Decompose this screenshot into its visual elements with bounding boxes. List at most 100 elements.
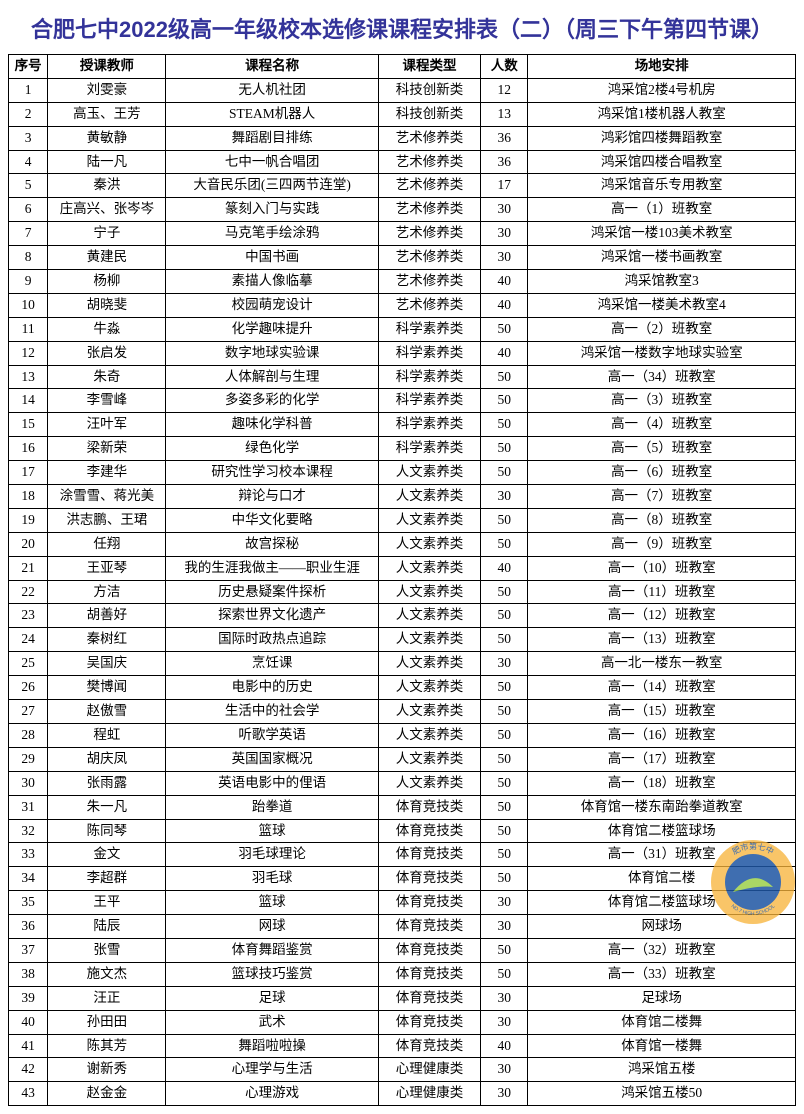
cell-course: 辩论与口才 [166,485,378,509]
cell-type: 科学素养类 [378,341,480,365]
cell-seq: 29 [9,747,48,771]
cell-count: 50 [481,413,528,437]
cell-seq: 33 [9,843,48,867]
table-row: 37张雪体育舞蹈鉴赏体育竞技类50高一（32）班教室 [9,938,796,962]
cell-count: 36 [481,150,528,174]
cell-course: 篮球 [166,891,378,915]
cell-type: 科学素养类 [378,365,480,389]
cell-seq: 8 [9,246,48,270]
cell-location: 高一北一楼东一教室 [528,652,796,676]
cell-location: 鸿采馆2楼4号机房 [528,78,796,102]
cell-course: 羽毛球理论 [166,843,378,867]
cell-seq: 26 [9,676,48,700]
cell-seq: 24 [9,628,48,652]
cell-seq: 6 [9,198,48,222]
table-row: 24秦树红国际时政热点追踪人文素养类50高一（13）班教室 [9,628,796,652]
cell-type: 艺术修养类 [378,293,480,317]
cell-count: 50 [481,604,528,628]
cell-teacher: 陈其芳 [48,1034,166,1058]
page-title: 合肥七中2022级高一年级校本选修课课程安排表（二）（周三下午第四节课） [8,12,796,44]
table-row: 2高玉、王芳STEAM机器人科技创新类13鸿采馆1楼机器人教室 [9,102,796,126]
table-row: 1刘雯豪无人机社团科技创新类12鸿采馆2楼4号机房 [9,78,796,102]
cell-type: 体育竞技类 [378,986,480,1010]
cell-course: 无人机社团 [166,78,378,102]
table-row: 30张雨露英语电影中的俚语人文素养类50高一（18）班教室 [9,771,796,795]
cell-seq: 20 [9,532,48,556]
cell-count: 50 [481,843,528,867]
cell-seq: 9 [9,270,48,294]
cell-seq: 34 [9,867,48,891]
cell-type: 人文素养类 [378,747,480,771]
cell-course: 听歌学英语 [166,723,378,747]
cell-seq: 41 [9,1034,48,1058]
cell-course: 马克笔手绘涂鸦 [166,222,378,246]
cell-teacher: 王平 [48,891,166,915]
cell-type: 体育竞技类 [378,1034,480,1058]
cell-teacher: 方洁 [48,580,166,604]
cell-seq: 21 [9,556,48,580]
cell-teacher: 胡庆凤 [48,747,166,771]
cell-course: 英语电影中的俚语 [166,771,378,795]
cell-type: 人文素养类 [378,461,480,485]
cell-seq: 3 [9,126,48,150]
cell-count: 50 [481,389,528,413]
table-row: 35王平篮球体育竞技类30体育馆二楼篮球场 [9,891,796,915]
cell-count: 50 [481,628,528,652]
cell-course: 跆拳道 [166,795,378,819]
cell-location: 高一（5）班教室 [528,437,796,461]
table-row: 22方洁历史悬疑案件探析人文素养类50高一（11）班教室 [9,580,796,604]
cell-course: 多姿多彩的化学 [166,389,378,413]
cell-type: 科学素养类 [378,413,480,437]
cell-location: 体育馆一楼舞 [528,1034,796,1058]
cell-teacher: 张雨露 [48,771,166,795]
cell-seq: 4 [9,150,48,174]
cell-type: 艺术修养类 [378,270,480,294]
cell-seq: 39 [9,986,48,1010]
cell-teacher: 黄敏静 [48,126,166,150]
cell-location: 高一（13）班教室 [528,628,796,652]
cell-teacher: 朱奇 [48,365,166,389]
cell-teacher: 汪叶军 [48,413,166,437]
cell-seq: 5 [9,174,48,198]
cell-location: 高一（8）班教室 [528,508,796,532]
cell-teacher: 涂雪雪、蒋光美 [48,485,166,509]
table-row: 3黄敏静舞蹈剧目排练艺术修养类36鸿彩馆四楼舞蹈教室 [9,126,796,150]
cell-course: 国际时政热点追踪 [166,628,378,652]
cell-course: 电影中的历史 [166,676,378,700]
cell-teacher: 黄建民 [48,246,166,270]
cell-course: 我的生涯我做主——职业生涯 [166,556,378,580]
cell-location: 足球场 [528,986,796,1010]
cell-location: 高一（15）班教室 [528,700,796,724]
table-row: 29胡庆凤英国国家概况人文素养类50高一（17）班教室 [9,747,796,771]
cell-location: 高一（12）班教室 [528,604,796,628]
table-row: 5秦洪大音民乐团(三四两节连堂)艺术修养类17鸿采馆音乐专用教室 [9,174,796,198]
cell-type: 艺术修养类 [378,174,480,198]
cell-location: 高一（18）班教室 [528,771,796,795]
cell-seq: 23 [9,604,48,628]
cell-location: 鸿采馆五楼50 [528,1082,796,1106]
cell-teacher: 朱一凡 [48,795,166,819]
cell-count: 50 [481,747,528,771]
cell-seq: 16 [9,437,48,461]
cell-teacher: 杨柳 [48,270,166,294]
cell-course: 趣味化学科普 [166,413,378,437]
table-row: 19洪志鹏、王珺中华文化要略人文素养类50高一（8）班教室 [9,508,796,532]
cell-location: 高一（2）班教室 [528,317,796,341]
cell-course: 生活中的社会学 [166,700,378,724]
cell-count: 13 [481,102,528,126]
cell-seq: 11 [9,317,48,341]
cell-course: 人体解剖与生理 [166,365,378,389]
cell-course: 大音民乐团(三四两节连堂) [166,174,378,198]
cell-seq: 13 [9,365,48,389]
cell-count: 30 [481,198,528,222]
table-row: 40孙田田武术体育竞技类30体育馆二楼舞 [9,1010,796,1034]
cell-teacher: 孙田田 [48,1010,166,1034]
cell-location: 鸿采馆教室3 [528,270,796,294]
cell-teacher: 李建华 [48,461,166,485]
cell-course: 武术 [166,1010,378,1034]
cell-count: 30 [481,485,528,509]
cell-count: 50 [481,867,528,891]
cell-teacher: 陈同琴 [48,819,166,843]
cell-type: 艺术修养类 [378,222,480,246]
cell-teacher: 李超群 [48,867,166,891]
